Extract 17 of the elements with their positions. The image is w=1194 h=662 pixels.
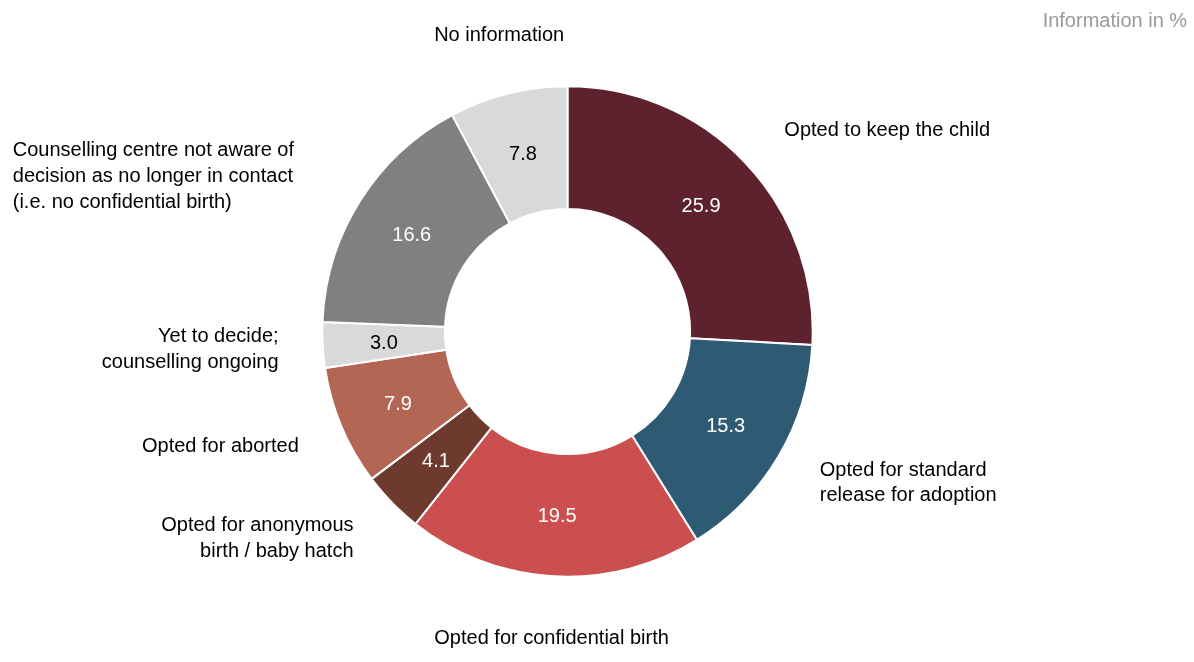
data-label: 7.8 (509, 142, 537, 165)
data-label: 7.9 (384, 391, 412, 414)
slice-label: Opted to keep the child (784, 118, 991, 141)
data-label: 4.1 (422, 448, 450, 471)
slice-label: Counselling centre not aware of decision as no longer in contact (i.e. no confidential birth) (12, 138, 295, 212)
slice-label: Opted for anonymous birth / baby hatch (161, 513, 354, 561)
data-label: 16.6 (392, 222, 432, 245)
slice-label: Yet to decide; counselling ongoing (101, 323, 279, 372)
slice-label: Opted for aborted (142, 434, 299, 457)
data-label: 3.0 (369, 330, 398, 353)
text: Information in % (1042, 9, 1188, 32)
data-label: 25.9 (681, 194, 721, 217)
data-label: 15.3 (706, 414, 746, 437)
data-label: 19.5 (537, 504, 577, 527)
slice-label: Opted for standard release for adoption (819, 457, 997, 506)
slice-label: Opted for confidential birth (434, 626, 669, 649)
slice-label: No information (434, 23, 565, 46)
